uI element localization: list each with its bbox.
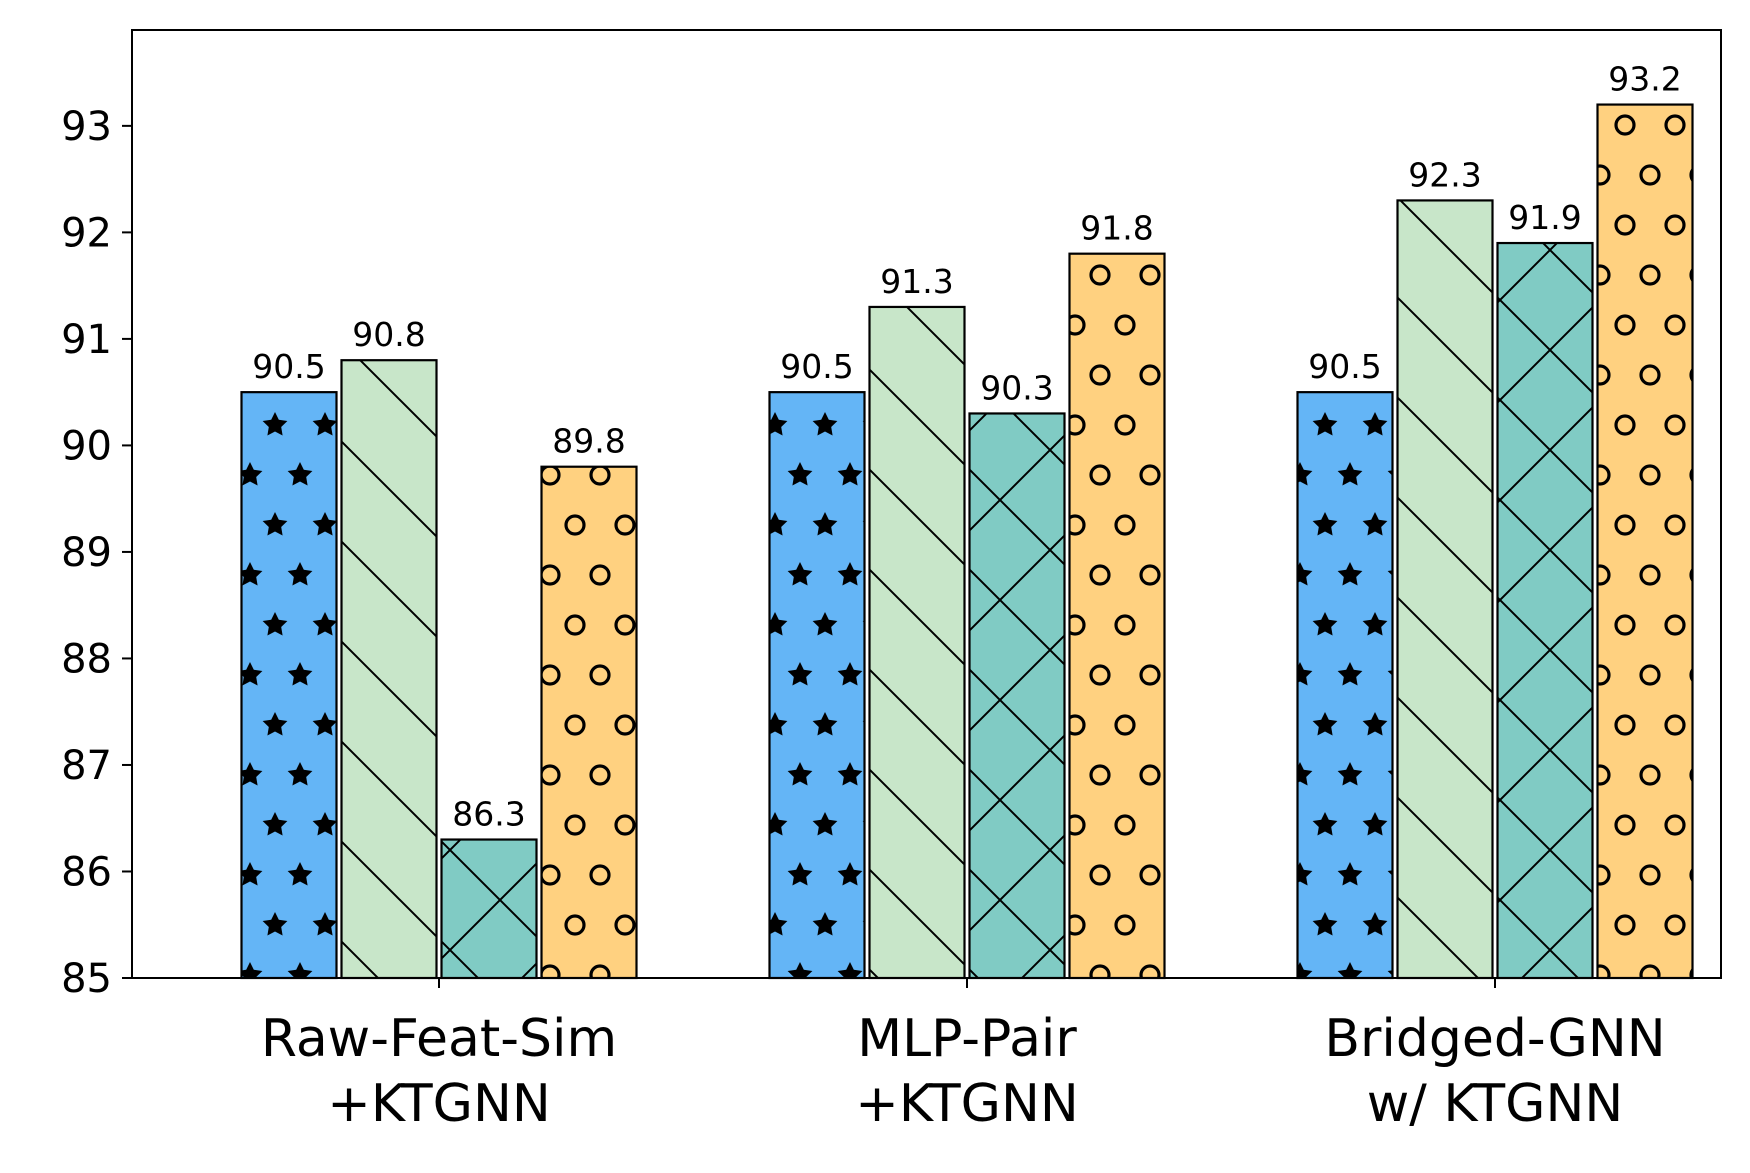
y-tick-label: 89 [61, 530, 112, 576]
y-tick-label: 92 [61, 210, 112, 256]
data-label: 89.8 [552, 422, 625, 461]
data-labels-layer: 90.5 90.8 86.3 89.8 90.5 91.3 90.3 91.8 90.5 92.3… [252, 60, 1681, 834]
y-tick-label: 86 [61, 849, 112, 895]
data-label: 92.3 [1408, 155, 1481, 194]
data-label: 86.3 [452, 795, 525, 834]
x-tick-label: Bridged-GNN [1324, 1009, 1665, 1069]
bar-hatch-series-3-cat-1 [440, 838, 538, 980]
y-tick-label: 90 [61, 423, 112, 469]
y-tick-label: 91 [61, 317, 112, 363]
y-tick-label: 88 [61, 636, 112, 682]
bar-hatch-series-4-cat-1 [540, 465, 638, 980]
bar-hatch-series-1-cat-1 [240, 391, 338, 980]
data-label: 93.2 [1608, 60, 1681, 99]
data-label: 90.5 [252, 347, 325, 386]
bar-hatch-series-1-cat-3 [1296, 391, 1394, 980]
plot-frame [131, 29, 1722, 979]
data-label: 90.5 [780, 347, 853, 386]
x-tick-label: MLP-Pair [857, 1009, 1077, 1069]
bars-layer [240, 103, 1694, 980]
x-tick-label: +KTGNN [855, 1074, 1079, 1134]
data-label: 91.8 [1080, 209, 1153, 248]
data-label: 91.3 [880, 262, 953, 301]
bar-hatch-series-4-cat-3 [1596, 103, 1694, 980]
axes-layer: 858687888990919293Raw-Feat-Sim+KTGNNMLP-… [61, 29, 1722, 1134]
x-tick-label: Raw-Feat-Sim [261, 1009, 617, 1069]
bar-hatch-series-2-cat-3 [1396, 199, 1494, 980]
bar-hatch-series-4-cat-2 [1068, 252, 1166, 980]
y-tick-label: 87 [61, 743, 112, 789]
bar-hatch-series-2-cat-2 [868, 305, 966, 980]
bar-hatch-series-3-cat-3 [1496, 241, 1594, 980]
bar-hatch-series-1-cat-2 [768, 391, 866, 980]
x-tick-label: w/ KTGNN [1367, 1074, 1624, 1134]
y-tick-label: 93 [61, 104, 112, 150]
data-label: 90.3 [980, 368, 1053, 407]
y-tick-label: 85 [61, 956, 112, 1002]
bar-hatch-series-3-cat-2 [968, 412, 1066, 980]
data-label: 90.5 [1308, 347, 1381, 386]
data-label: 91.9 [1508, 198, 1581, 237]
data-label: 90.8 [352, 315, 425, 354]
x-tick-label: +KTGNN [327, 1074, 551, 1134]
bar-hatch-series-2-cat-1 [340, 359, 438, 980]
